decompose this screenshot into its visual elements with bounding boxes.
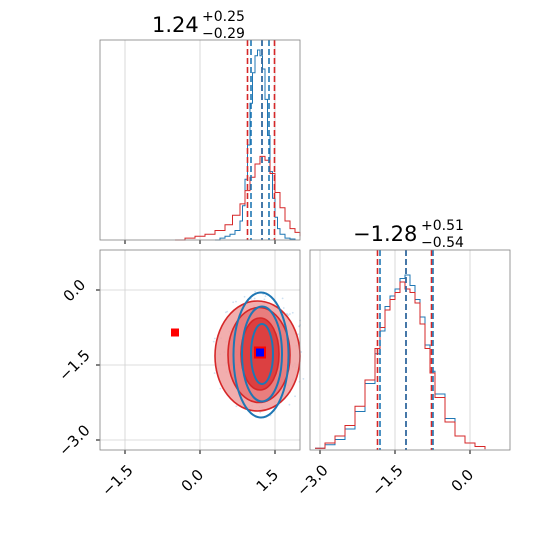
scatter-point	[259, 411, 262, 414]
scatter-point	[281, 297, 284, 300]
scatter-point	[288, 403, 291, 406]
scatter-point	[212, 340, 215, 343]
contour-b-1	[241, 305, 283, 403]
tick-label-x-1: 0.0	[178, 466, 208, 496]
scatter-point	[291, 311, 294, 314]
scatter-point	[213, 337, 216, 340]
scatter-point	[288, 313, 291, 315]
tick-label-x-1: −1.5	[368, 461, 406, 499]
marginal-y-frame	[309, 249, 511, 451]
scatter-point	[282, 307, 285, 309]
title-x-minus: −0.29	[202, 26, 245, 42]
title-x-value: 1.24	[152, 13, 199, 37]
series-line-series_b	[215, 49, 296, 241]
series-line-series_a	[315, 281, 486, 450]
title-y-value: −1.28	[353, 222, 417, 246]
scatter-point	[264, 295, 267, 298]
scatter-point	[232, 301, 235, 304]
tick-label-x-2: 0.0	[448, 466, 478, 496]
scatter-point	[224, 311, 227, 314]
series-line-series_a	[175, 155, 301, 241]
marginal-x-panel	[99, 39, 301, 244]
title-x-plus: +0.25	[202, 9, 245, 25]
title-y-plus: +0.51	[421, 218, 464, 234]
title-x: 1.24 +0.25 −0.29	[152, 9, 245, 42]
marginal-x-frame	[99, 39, 301, 241]
marginal-y-panel: −3.0 −1.5 0.0	[293, 249, 511, 500]
joint-panel: −1.5 0.0 1.50.0−1.5−3.0	[55, 249, 305, 500]
tick-label-y-0: 0.0	[60, 276, 90, 306]
contour-b-2	[250, 323, 274, 385]
truth-marker-0	[171, 328, 179, 337]
scatter-point	[254, 290, 257, 293]
scatter-point	[243, 295, 246, 298]
scatter-point	[253, 297, 256, 300]
tick-label-x-0: −1.5	[98, 461, 136, 499]
tick-label-y-2: −3.0	[55, 421, 93, 459]
title-y: −1.28 +0.51 −0.54	[353, 218, 464, 251]
scatter-point	[235, 405, 238, 408]
scatter-point	[294, 395, 296, 398]
scatter-point	[302, 377, 305, 380]
scatter-point	[213, 372, 216, 374]
tick-label-x-2: 1.5	[253, 466, 283, 496]
contour-b-0	[232, 291, 290, 419]
scatter-point	[235, 300, 237, 303]
tick-label-y-1: −1.5	[55, 346, 93, 384]
scatter-point	[219, 387, 222, 390]
scatter-point	[226, 310, 229, 313]
scatter-point	[263, 298, 266, 301]
joint-frame	[99, 249, 301, 451]
scatter-point	[300, 351, 303, 353]
truth-marker-2	[256, 348, 264, 357]
tick-label-x-0: −3.0	[293, 461, 331, 499]
series-line-series_b	[315, 274, 486, 450]
scatter-point	[250, 297, 252, 300]
title-y-minus: −0.54	[421, 235, 464, 251]
